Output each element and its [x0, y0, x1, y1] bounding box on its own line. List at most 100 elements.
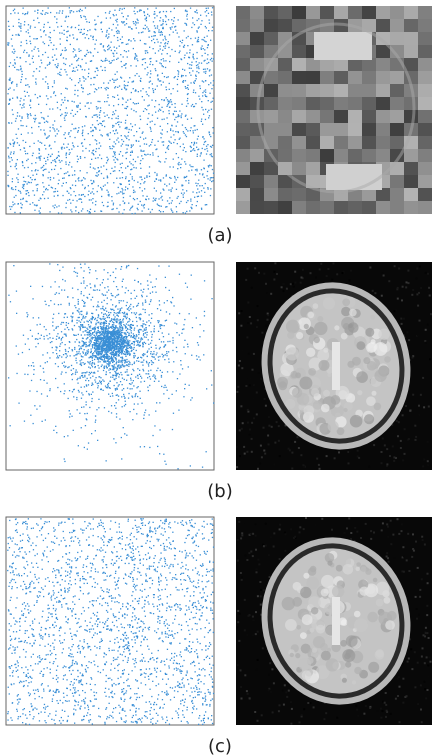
sample-dot — [100, 66, 101, 67]
sample-dot — [45, 148, 46, 149]
sample-dot — [32, 155, 33, 156]
sample-dot — [88, 194, 89, 195]
sample-dot — [83, 76, 84, 77]
sample-dot — [123, 388, 124, 389]
sample-dot — [145, 332, 146, 333]
sample-dot — [113, 281, 114, 282]
sample-dot — [206, 15, 207, 16]
sample-dot — [18, 69, 19, 70]
sample-dot — [112, 53, 113, 54]
sample-dot — [131, 388, 132, 389]
sample-dot — [94, 342, 95, 343]
sample-dot — [68, 164, 69, 165]
sample-dot — [196, 78, 197, 79]
sample-dot — [140, 376, 141, 377]
sample-dot — [57, 63, 58, 64]
sample-dot — [172, 23, 173, 24]
sample-dot — [190, 199, 191, 200]
sample-dot — [143, 333, 144, 334]
sample-dot — [36, 409, 37, 410]
sample-dot — [147, 351, 148, 352]
sample-dot — [38, 333, 39, 334]
sample-dot — [27, 92, 28, 93]
sample-dot — [164, 325, 165, 326]
sample-dot — [164, 76, 165, 77]
sample-dot — [175, 117, 176, 118]
sample-dot — [89, 294, 90, 295]
sample-dot — [120, 319, 121, 320]
sample-dot — [157, 41, 158, 42]
sample-dot — [52, 318, 53, 319]
sample-dot — [89, 334, 90, 335]
image-block — [362, 149, 376, 162]
sample-dot — [115, 325, 116, 326]
sample-dot — [52, 322, 53, 323]
sample-dot — [162, 119, 163, 120]
sample-dot — [28, 114, 29, 115]
sample-dot — [90, 164, 91, 165]
sample-dot — [106, 346, 107, 347]
image-block — [418, 201, 432, 214]
sample-dot — [152, 209, 153, 210]
sample-dot — [32, 175, 33, 176]
sample-dot — [30, 177, 31, 178]
sample-dot — [91, 299, 92, 300]
sample-dot — [57, 387, 58, 388]
sample-dot — [144, 15, 145, 16]
sample-dot — [103, 361, 104, 362]
sample-dot — [99, 331, 100, 332]
image-block — [348, 6, 362, 19]
sample-dot — [106, 87, 107, 88]
sample-dot — [129, 383, 130, 384]
sample-dot — [133, 110, 134, 111]
sample-dot — [208, 8, 209, 9]
sample-dot — [15, 189, 16, 190]
sample-dot — [77, 90, 78, 91]
sample-dot — [18, 13, 19, 14]
sample-dot — [121, 330, 122, 331]
image-block — [320, 6, 334, 19]
sample-dot — [123, 316, 124, 317]
sample-dot — [104, 310, 105, 311]
sample-dot — [155, 70, 156, 71]
sample-dot — [198, 28, 199, 29]
sample-dot — [191, 65, 192, 66]
sample-dot — [204, 192, 205, 193]
sample-dot — [15, 166, 16, 167]
sample-dot — [66, 115, 67, 116]
sample-dot — [85, 16, 86, 17]
sample-dot — [37, 48, 38, 49]
sample-dot — [78, 299, 79, 300]
sample-dot — [118, 141, 119, 142]
sample-dot — [157, 25, 158, 26]
sample-dot — [45, 301, 46, 302]
sample-dot — [116, 382, 117, 383]
sample-dot — [106, 325, 107, 326]
sample-dot — [64, 120, 65, 121]
sample-dot — [14, 67, 15, 68]
sample-dot — [125, 372, 126, 373]
sample-dot — [116, 416, 117, 417]
sample-dot — [170, 178, 171, 179]
sample-dot — [72, 297, 73, 298]
sample-dot — [196, 147, 197, 148]
sample-dot — [82, 300, 83, 301]
sample-dot — [16, 57, 17, 58]
sample-dot — [145, 324, 146, 325]
sample-dot — [100, 284, 101, 285]
sample-dot — [54, 82, 55, 83]
sample-dot — [119, 204, 120, 205]
image-block — [404, 162, 418, 175]
sample-dot — [86, 172, 87, 173]
sample-dot — [72, 185, 73, 186]
sample-dot — [114, 316, 115, 317]
sample-dot — [134, 290, 135, 291]
sample-dot — [146, 337, 147, 338]
sample-dot — [184, 70, 185, 71]
sample-dot — [108, 88, 109, 89]
sample-dot — [188, 36, 189, 37]
sample-dot — [61, 289, 62, 290]
sample-dot — [50, 32, 51, 33]
sample-dot — [105, 345, 106, 346]
sample-dot — [80, 158, 81, 159]
